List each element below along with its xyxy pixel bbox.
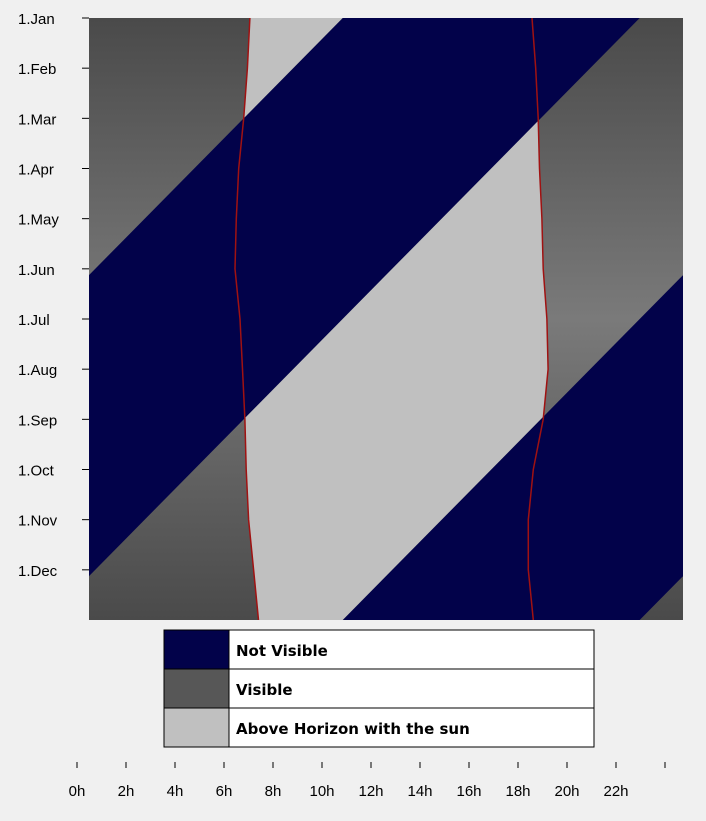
sunrise-line <box>234 18 260 620</box>
sunset-line <box>527 18 549 620</box>
plot-area <box>89 18 683 620</box>
region-above-horizon-with-sun <box>235 18 549 620</box>
x-tick-label: 0h <box>69 783 86 800</box>
x-tick-label: 2h <box>118 783 135 800</box>
legend-swatch <box>163 668 230 709</box>
x-tick-label: 16h <box>456 783 481 800</box>
y-tick-label: 1.Jul <box>18 312 50 329</box>
y-tick-label: 1.Aug <box>18 362 57 379</box>
y-tick-label: 1.Dec <box>18 563 58 580</box>
x-tick-label: 4h <box>167 783 184 800</box>
region-visible <box>639 576 683 620</box>
y-tick-label: 1.Feb <box>18 61 56 78</box>
legend-label: Visible <box>236 681 293 699</box>
legend-swatch <box>163 629 230 670</box>
axes: 1.Jan 1.Feb 1.Mar 1.Apr 1.May 1.Jun 1.Jul 1.Aug… <box>18 11 666 800</box>
legend-label: Above Horizon with the sun <box>236 720 470 738</box>
legend-box <box>163 629 595 748</box>
legend: Not Visible Visible Above Horizon with the… <box>163 629 595 748</box>
x-tick-label: 14h <box>407 783 432 800</box>
y-tick-label: 1.Mar <box>18 111 56 128</box>
y-tick-label: 1.Jun <box>18 262 55 279</box>
x-tick-label: 8h <box>265 783 282 800</box>
x-tick-label: 22h <box>603 783 628 800</box>
x-tick-label: 12h <box>358 783 383 800</box>
x-tick-label: 18h <box>505 783 530 800</box>
y-tick-label: 1.Nov <box>18 513 58 530</box>
y-tick-label: 1.Jan <box>18 11 55 28</box>
y-tick-label: 1.Oct <box>18 463 55 480</box>
legend-swatch <box>163 707 230 748</box>
x-tick-label: 10h <box>309 783 334 800</box>
x-tick-label: 6h <box>216 783 233 800</box>
y-tick-label: 1.Apr <box>18 162 54 179</box>
legend-label: Not Visible <box>236 642 328 660</box>
region-visible <box>89 18 343 276</box>
y-tick-label: 1.May <box>18 212 59 229</box>
x-tick-label: 20h <box>554 783 579 800</box>
y-tick-label: 1.Sep <box>18 412 57 429</box>
